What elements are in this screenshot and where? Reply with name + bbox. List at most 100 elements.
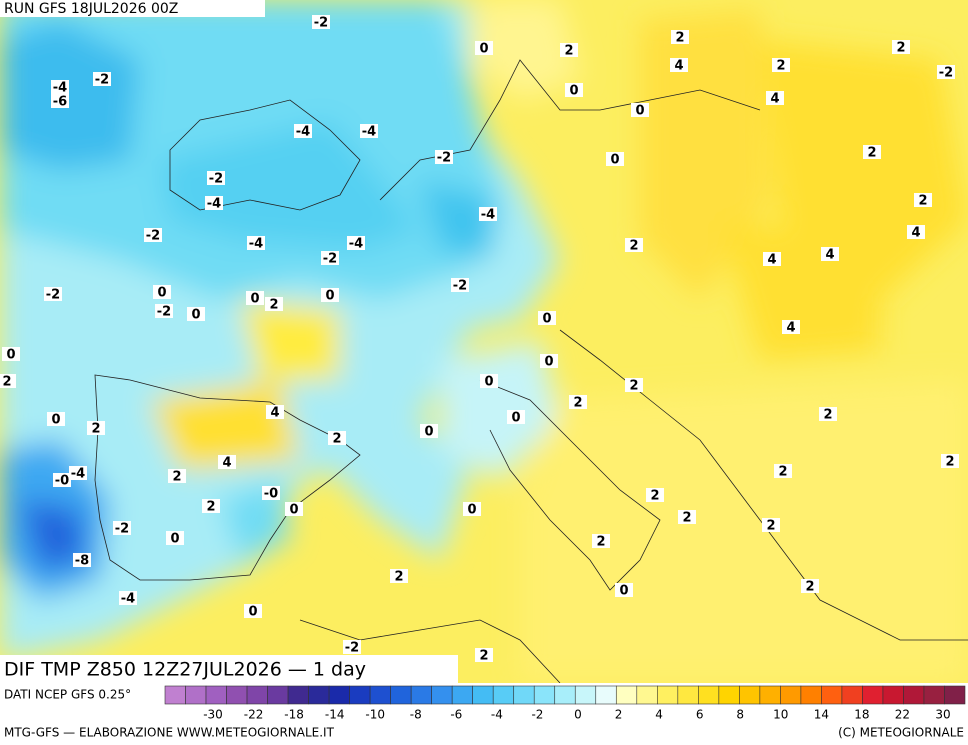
label-text: 2 bbox=[596, 535, 605, 550]
label-box bbox=[53, 473, 71, 487]
legend-swatch bbox=[349, 685, 371, 705]
label-text: 0 bbox=[610, 153, 619, 168]
label-text: 4 bbox=[770, 92, 779, 107]
label-box bbox=[166, 531, 184, 545]
contour-label: -2 bbox=[44, 287, 62, 303]
label-box bbox=[47, 412, 65, 426]
contour-label: 0 bbox=[285, 502, 303, 518]
label-text: 0 bbox=[619, 584, 628, 599]
contour-label: 0 bbox=[540, 354, 558, 370]
label-box bbox=[343, 640, 361, 654]
label-box bbox=[941, 454, 959, 468]
label-box bbox=[678, 510, 696, 524]
label-box bbox=[819, 407, 837, 421]
label-box bbox=[205, 196, 223, 210]
contour-label: 2 bbox=[646, 488, 664, 504]
contour-label: 0 bbox=[2, 347, 20, 363]
contour-label: 4 bbox=[782, 320, 800, 336]
label-box bbox=[168, 469, 186, 483]
legend-swatch bbox=[821, 685, 843, 705]
label-text: 0 bbox=[479, 42, 488, 57]
label-text: 2 bbox=[172, 470, 181, 485]
label-box bbox=[540, 354, 558, 368]
label-box bbox=[801, 579, 819, 593]
label-text: -0 bbox=[55, 474, 69, 489]
contour-label: -4 bbox=[69, 466, 87, 482]
label-box bbox=[87, 421, 105, 435]
contour-label: 0 bbox=[47, 412, 65, 428]
label-box bbox=[207, 171, 225, 185]
label-box bbox=[113, 521, 131, 535]
label-text: 2 bbox=[629, 379, 638, 394]
label-box bbox=[347, 236, 365, 250]
contour-label: 0 bbox=[538, 311, 556, 327]
label-text: -2 bbox=[314, 16, 328, 31]
label-text: 4 bbox=[270, 406, 279, 421]
label-box bbox=[73, 553, 91, 567]
legend-label: -22 bbox=[244, 708, 264, 722]
label-text: 2 bbox=[206, 500, 215, 515]
label-text: 2 bbox=[564, 44, 573, 59]
contour-label: -2 bbox=[312, 15, 330, 31]
label-text: 0 bbox=[542, 312, 551, 327]
color-legend: -30 -22 -18 -14 -10 -8 -6 -4 -2 0 2 4 6 8 10 14 18 22 30 bbox=[164, 685, 966, 722]
label-text: -2 bbox=[323, 252, 337, 267]
label-text: 2 bbox=[2, 375, 11, 390]
coastline bbox=[169, 99, 361, 211]
label-box bbox=[153, 285, 171, 299]
contour-label: -2 bbox=[937, 65, 955, 81]
label-box bbox=[475, 41, 493, 55]
contour-label: 2 bbox=[863, 145, 881, 161]
contour-label: 2 bbox=[592, 534, 610, 550]
legend-swatch bbox=[513, 685, 535, 705]
label-text: 0 bbox=[170, 532, 179, 547]
label-text: 0 bbox=[511, 411, 520, 426]
contour-label: 2 bbox=[265, 297, 283, 313]
legend-label: 8 bbox=[736, 708, 744, 722]
label-text: 2 bbox=[650, 489, 659, 504]
legend-swatch bbox=[882, 685, 904, 705]
label-text: -8 bbox=[75, 554, 89, 569]
map-title: DIF TMP Z850 12Z27JUL2026 — 1 day bbox=[4, 659, 366, 681]
label-box bbox=[187, 307, 205, 321]
legend-label: -30 bbox=[203, 708, 223, 722]
label-text: 4 bbox=[767, 253, 776, 268]
label-text: 2 bbox=[682, 511, 691, 526]
contour-label: 2 bbox=[390, 569, 408, 585]
label-text: 4 bbox=[222, 456, 231, 471]
contour-label: -2 bbox=[321, 251, 339, 267]
label-box bbox=[294, 124, 312, 138]
contour-label: 2 bbox=[625, 378, 643, 394]
contour-label: 2 bbox=[625, 238, 643, 254]
copyright: (C) METEOGIORNALE bbox=[838, 726, 964, 740]
contour-label: 0 bbox=[244, 604, 262, 620]
label-box bbox=[615, 583, 633, 597]
label-text: -2 bbox=[157, 305, 171, 320]
legend-swatch bbox=[328, 685, 350, 705]
contour-label: 2 bbox=[941, 454, 959, 470]
contour-label: 2 bbox=[560, 43, 578, 59]
legend-swatch bbox=[369, 685, 391, 705]
label-box bbox=[863, 145, 881, 159]
label-text: 0 bbox=[289, 503, 298, 518]
contour-label: 2 bbox=[328, 431, 346, 447]
legend-swatch bbox=[636, 685, 658, 705]
contour-label: 2 bbox=[772, 58, 790, 74]
contour-label: 0 bbox=[153, 285, 171, 301]
label-box bbox=[763, 252, 781, 266]
label-box bbox=[782, 320, 800, 334]
contour-label: -4 bbox=[119, 591, 137, 607]
label-text: 2 bbox=[629, 239, 638, 254]
contour-label: 0 bbox=[480, 374, 498, 390]
contour-label: -2 bbox=[144, 228, 162, 244]
label-box bbox=[565, 83, 583, 97]
legend-swatch bbox=[903, 685, 925, 705]
label-box bbox=[592, 534, 610, 548]
contour-label: 0 bbox=[166, 531, 184, 547]
contour-label: 2 bbox=[678, 510, 696, 526]
contour-label: 2 bbox=[475, 648, 493, 664]
legend-swatch bbox=[246, 685, 268, 705]
label-text: 2 bbox=[766, 519, 775, 534]
legend-swatch bbox=[205, 685, 227, 705]
